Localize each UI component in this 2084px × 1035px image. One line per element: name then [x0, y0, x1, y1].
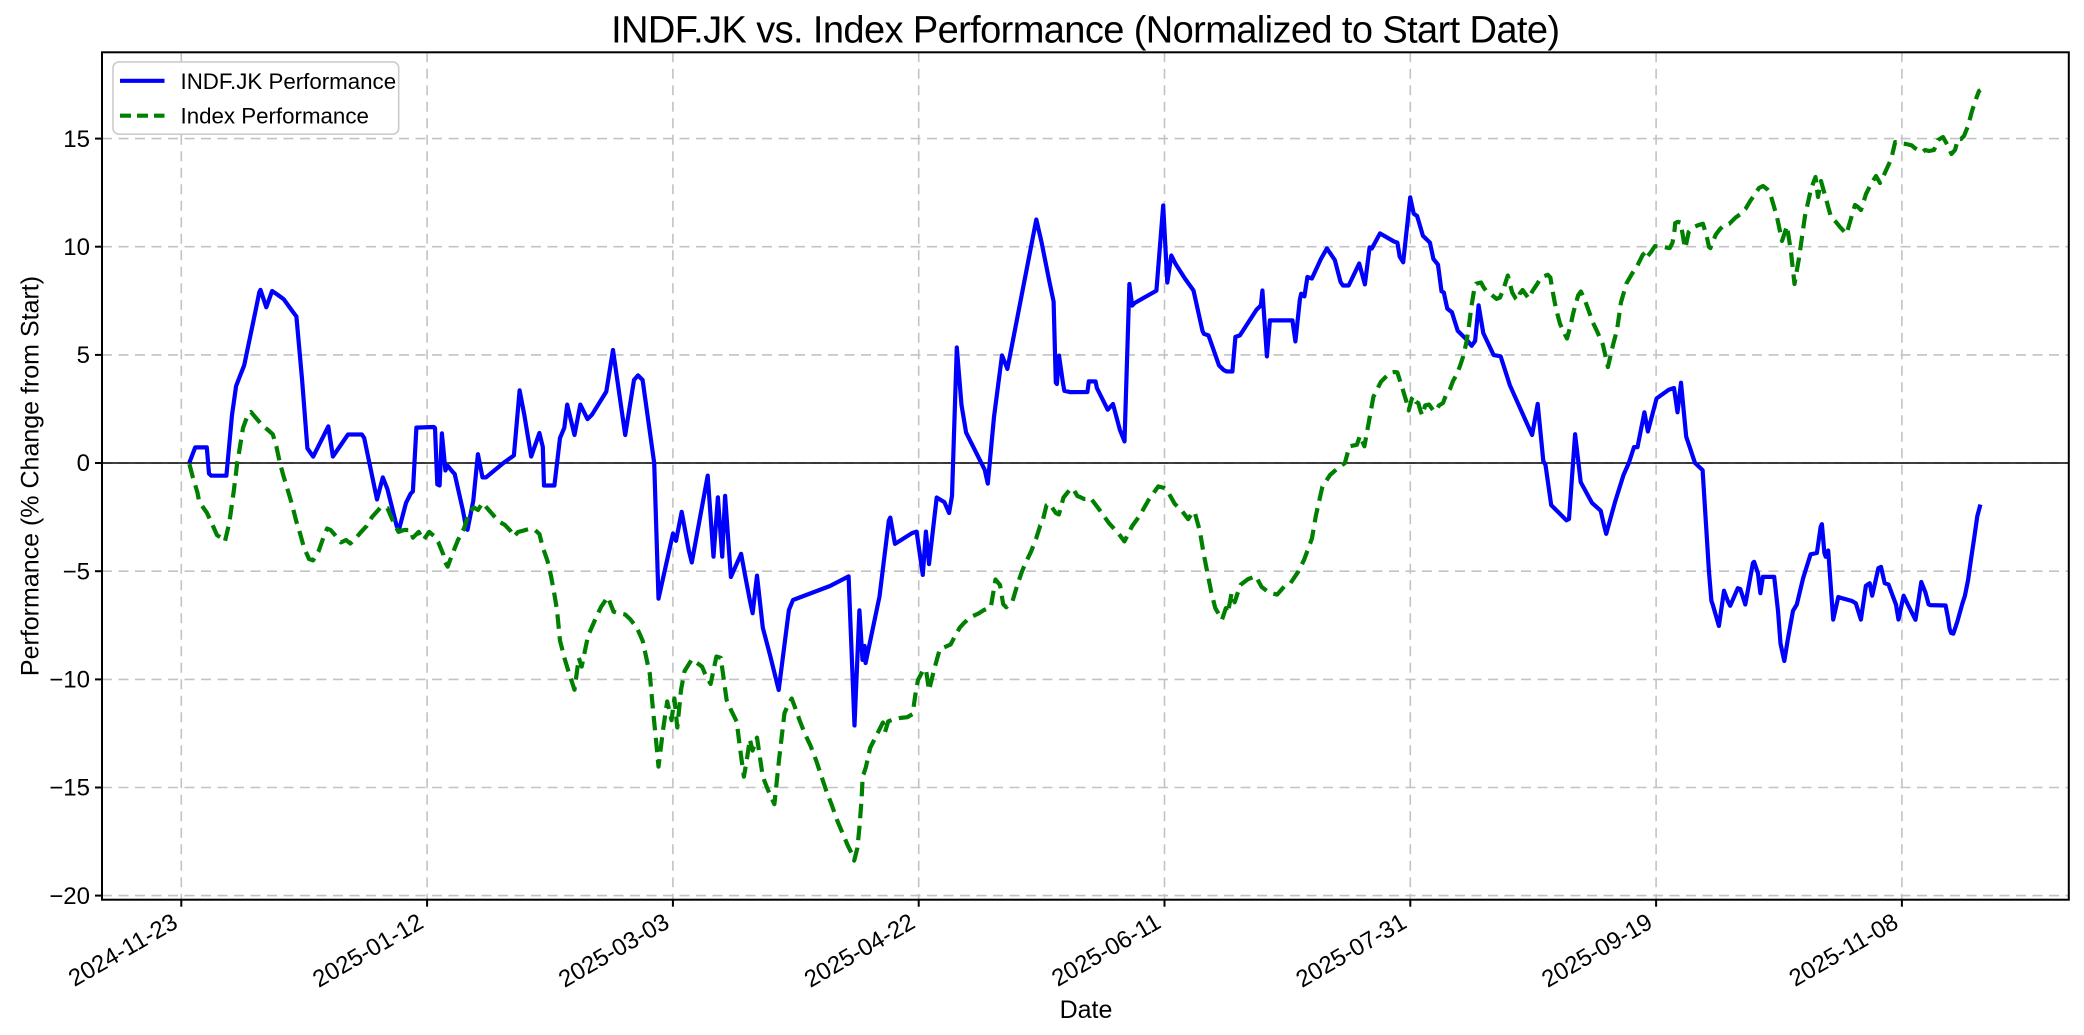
svg-text:−15: −15 [49, 775, 90, 802]
svg-text:INDF.JK Performance: INDF.JK Performance [181, 69, 397, 94]
svg-text:5: 5 [77, 342, 90, 369]
svg-text:Performance (% Change from Sta: Performance (% Change from Start) [17, 276, 45, 676]
svg-text:Date: Date [1060, 996, 1113, 1024]
svg-text:15: 15 [63, 126, 90, 153]
svg-text:0: 0 [77, 450, 90, 477]
svg-text:−10: −10 [49, 667, 90, 694]
svg-text:−5: −5 [63, 558, 90, 585]
svg-text:−20: −20 [49, 883, 90, 910]
svg-text:Index Performance: Index Performance [181, 104, 369, 129]
svg-text:10: 10 [63, 234, 90, 261]
svg-text:INDF.JK vs. Index Performance: INDF.JK vs. Index Performance (Normalize… [611, 10, 1559, 52]
